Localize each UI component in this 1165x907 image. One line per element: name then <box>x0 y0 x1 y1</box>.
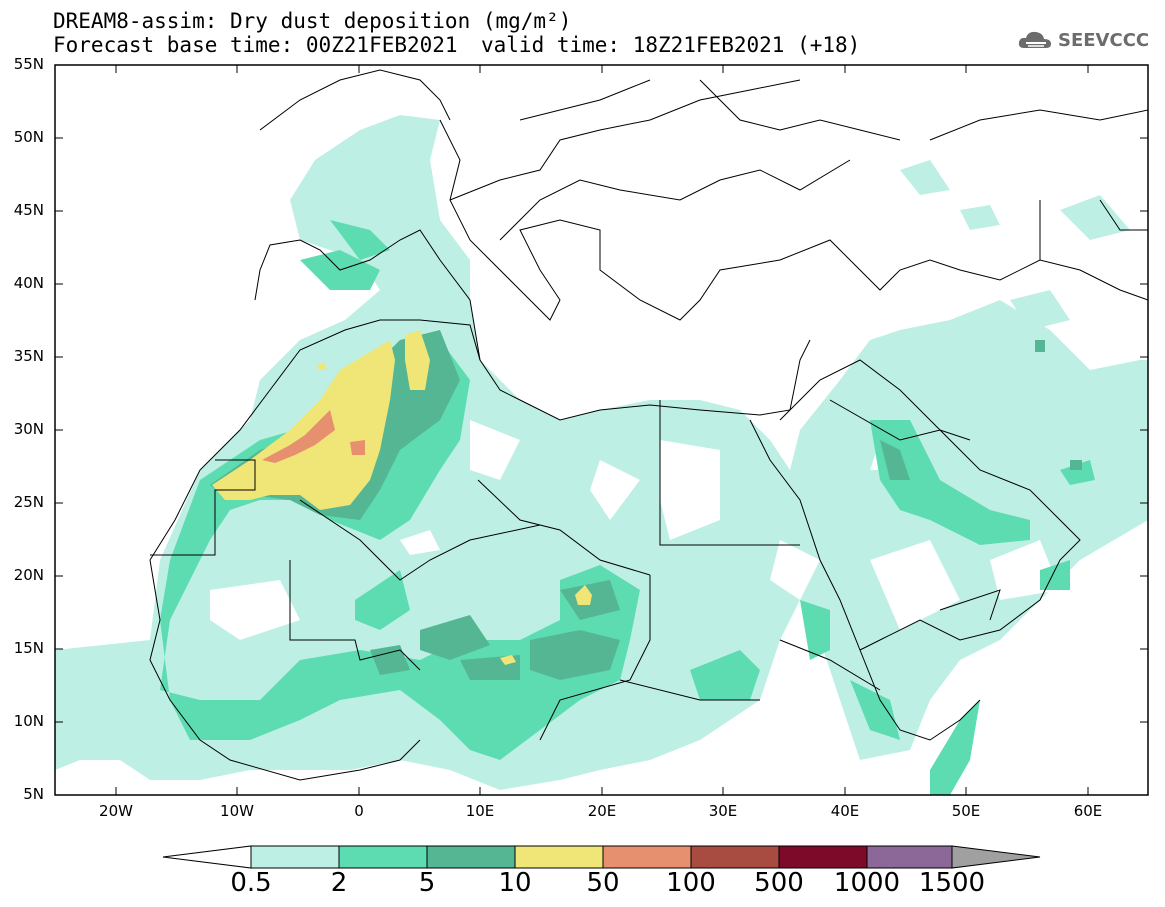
lon-label: 20W <box>99 802 133 820</box>
colorbar-label: 50 <box>586 868 620 898</box>
map-title: DREAM8-assim: Dry dust deposition (mg/m²… <box>53 9 572 33</box>
colorbar-swatch-0 <box>250 845 340 869</box>
colorbar-swatch-2 <box>426 845 516 869</box>
field-level-0-5 <box>55 115 1148 790</box>
dust-fields <box>55 69 1148 795</box>
coastlines <box>149 69 1148 781</box>
colorbar-label: 100 <box>666 868 716 898</box>
lat-label: 5N <box>23 785 44 803</box>
lon-label: 20E <box>587 802 617 820</box>
lon-label: 0 <box>354 802 364 820</box>
colorbar-label: 1000 <box>833 868 901 898</box>
field-level-10 <box>212 330 592 665</box>
colorbar-label: 2 <box>330 868 348 898</box>
lon-label: 40E <box>830 802 860 820</box>
lon-label: 30E <box>708 802 738 820</box>
colorbar-label: 5 <box>418 868 436 898</box>
colorbar-swatch-7 <box>866 845 953 869</box>
colorbar-under-triangle <box>162 845 252 869</box>
colorbar-over-triangle <box>951 845 1041 869</box>
lat-label: 10N <box>13 712 44 730</box>
colorbar-label: 500 <box>754 868 804 898</box>
lon-label: 10W <box>220 802 254 820</box>
lat-label: 50N <box>13 128 44 146</box>
lat-label: 15N <box>13 639 44 657</box>
axis-ticks <box>55 64 1148 796</box>
lon-label: 50E <box>951 802 981 820</box>
colorbar-swatch-5 <box>690 845 780 869</box>
lat-label: 55N <box>13 55 44 73</box>
colorbar-swatch-6 <box>778 845 868 869</box>
colorbar-label: 0.5 <box>230 868 272 898</box>
colorbar <box>162 845 1041 869</box>
lon-label: 60E <box>1073 802 1103 820</box>
colorbar-label: 10 <box>498 868 532 898</box>
lat-label: 25N <box>13 493 44 511</box>
lat-label: 35N <box>13 347 44 365</box>
logo-text: SEEVCCC <box>1058 30 1150 51</box>
lat-label: 20N <box>13 566 44 584</box>
colorbar-swatch-3 <box>514 845 604 869</box>
lat-label: 45N <box>13 201 44 219</box>
field-level-50 <box>262 410 365 463</box>
forecast-base-time: Forecast base time: 00Z21FEB2021 <box>53 33 458 57</box>
valid-time: valid time: 18Z21FEB2021 (+18) <box>481 33 861 57</box>
colorbar-swatch-1 <box>338 845 428 869</box>
lat-label: 30N <box>13 420 44 438</box>
colorbar-swatch-4 <box>602 845 692 869</box>
lat-label: 40N <box>13 274 44 292</box>
lon-label: 10E <box>465 802 495 820</box>
cloud-icon <box>1018 31 1051 48</box>
colorbar-label: 1500 <box>918 868 986 898</box>
